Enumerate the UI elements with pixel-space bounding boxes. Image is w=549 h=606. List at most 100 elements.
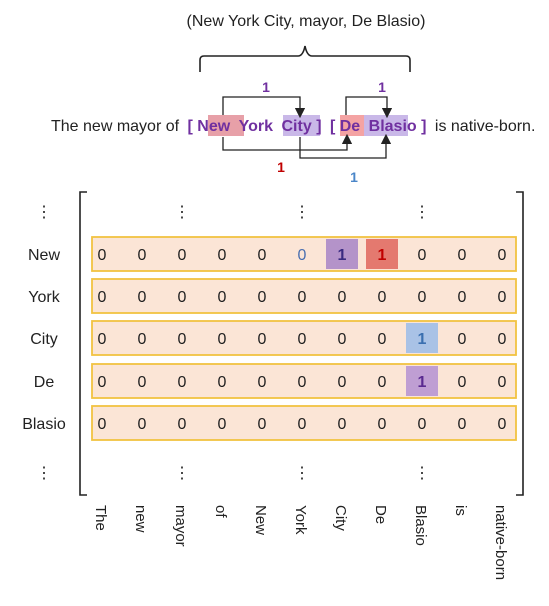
column-label: Blasio [412, 505, 429, 546]
matrix-row-box [91, 363, 517, 399]
matrix-cell: 0 [378, 331, 387, 348]
matrix-cell: 0 [298, 289, 307, 306]
matrix-cell: 0 [178, 416, 187, 433]
sentence: The new mayor of [ New York City ] [ De … [51, 118, 535, 135]
object-highlight-blasio [364, 115, 408, 136]
matrix-cell: 0 [418, 416, 427, 433]
matrix-cell: 0 [218, 374, 227, 391]
column-ellipsis: ⋮ [174, 465, 190, 482]
matrix-cell: 0 [458, 416, 467, 433]
matrix-cell: 0 [98, 374, 107, 391]
matrix-cell: 0 [98, 289, 107, 306]
row-label: De [34, 374, 55, 391]
column-label: The [92, 505, 109, 531]
arc-de-to-blasio [345, 96, 393, 119]
matrix-cell: 0 [418, 247, 427, 264]
matrix-cell: 0 [218, 416, 227, 433]
matrix-right-bracket [516, 191, 524, 496]
triple-brace [199, 45, 411, 72]
object-token-de: De [340, 118, 361, 135]
matrix-left-bracket [79, 191, 87, 496]
subject-token-new: New [197, 118, 230, 135]
matrix-cell: 0 [458, 247, 467, 264]
column-label: new [132, 505, 149, 533]
subject-open-bracket: [ [188, 118, 194, 135]
matrix-row-box [91, 236, 517, 272]
matrix-cell: 0 [178, 374, 187, 391]
matrix-row-box [91, 320, 517, 356]
matrix-cell: 0 [138, 289, 147, 306]
column-label: is [452, 505, 469, 516]
column-label: De [372, 505, 389, 524]
matrix-cell: 0 [218, 331, 227, 348]
matrix-cell: 0 [258, 331, 267, 348]
column-ellipsis: ⋮ [294, 204, 310, 221]
arc-label-4: 1 [350, 169, 358, 185]
arc-new-to-de [222, 133, 353, 151]
matrix-cell: 0 [338, 374, 347, 391]
matrix-cell: 0 [258, 416, 267, 433]
arc-label-3: 1 [277, 159, 285, 175]
matrix-cell: 0 [258, 247, 267, 264]
matrix-cell: 0 [378, 289, 387, 306]
row-label: New [28, 247, 60, 264]
object-open-bracket: [ [330, 118, 336, 135]
matrix-cell: 0 [258, 374, 267, 391]
subject-token-york: York [239, 118, 273, 135]
matrix-cell: 0 [218, 247, 227, 264]
row-label-ellipsis: ⋮ [36, 465, 52, 482]
object-token-blasio: Blasio [369, 118, 417, 135]
matrix-cell: 0 [98, 331, 107, 348]
matrix-row-box [91, 278, 517, 314]
matrix-cell: 0 [258, 289, 267, 306]
arc-city-to-blasio [299, 133, 392, 159]
column-label: native-born [492, 505, 509, 580]
matrix-cell: 0 [98, 247, 107, 264]
matrix-cell: 0 [218, 289, 227, 306]
matrix-cell: 0 [298, 247, 307, 264]
matrix-cell: 0 [138, 247, 147, 264]
highlight-cell [406, 366, 438, 396]
row-label: York [28, 289, 60, 306]
matrix-cell: 0 [458, 289, 467, 306]
matrix-cell: 0 [338, 289, 347, 306]
column-ellipsis: ⋮ [174, 204, 190, 221]
matrix-cell: 0 [178, 247, 187, 264]
matrix-cell: 0 [498, 416, 507, 433]
matrix-cell: 0 [138, 374, 147, 391]
column-label: City [332, 505, 349, 531]
matrix-cell: 0 [378, 416, 387, 433]
row-label-ellipsis: ⋮ [36, 204, 52, 221]
matrix-cell: 0 [418, 289, 427, 306]
column-label: mayor [172, 505, 189, 547]
matrix-cell: 1 [378, 247, 387, 264]
subject-highlight-new [208, 115, 244, 136]
object-highlight-de [340, 115, 364, 136]
matrix-cell: 0 [178, 331, 187, 348]
highlight-cell [406, 323, 438, 353]
matrix-cell: 0 [498, 331, 507, 348]
sentence-suffix: is native-born. [435, 118, 536, 135]
column-ellipsis: ⋮ [414, 465, 430, 482]
matrix-cell: 0 [298, 416, 307, 433]
sentence-prefix: The new mayor of [51, 118, 180, 135]
column-label: York [292, 505, 309, 535]
column-ellipsis: ⋮ [294, 465, 310, 482]
subject-close-bracket: ] [316, 118, 321, 135]
highlight-cell [326, 239, 358, 269]
matrix-row-box [91, 405, 517, 441]
arc-label-2: 1 [378, 79, 386, 95]
matrix-cell: 0 [298, 374, 307, 391]
triple-label: (New York City, mayor, De Blasio) [187, 13, 426, 30]
matrix-cell: 0 [498, 374, 507, 391]
matrix-cell: 0 [298, 331, 307, 348]
matrix-cell: 1 [418, 374, 427, 391]
matrix-cell: 1 [338, 247, 347, 264]
matrix-cell: 0 [498, 247, 507, 264]
highlight-cell [366, 239, 398, 269]
matrix-cell: 0 [338, 416, 347, 433]
matrix-cell: 0 [458, 331, 467, 348]
matrix-cell: 0 [458, 374, 467, 391]
arc-new-to-city [222, 96, 306, 119]
